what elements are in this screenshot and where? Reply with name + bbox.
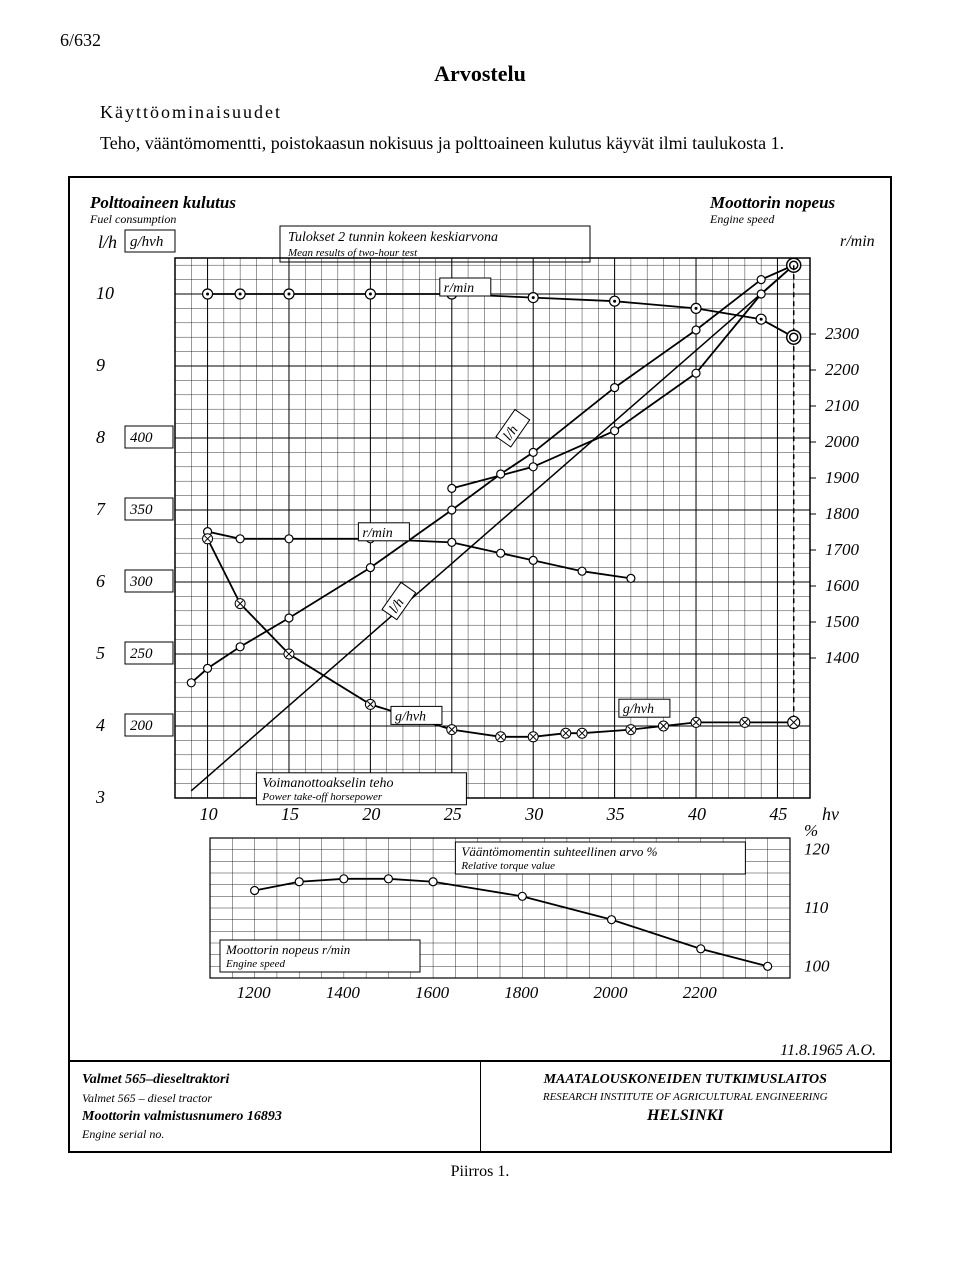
svg-text:35: 35 (606, 804, 625, 824)
svg-text:Mean results of two-hour test: Mean results of two-hour test (287, 247, 418, 259)
footer-city: HELSINKI (493, 1105, 879, 1127)
figure-caption: Piirros 1. (60, 1163, 900, 1181)
svg-text:Fuel consumption: Fuel consumption (89, 212, 176, 226)
svg-text:1200: 1200 (237, 983, 272, 1002)
svg-text:hv: hv (822, 804, 839, 824)
svg-text:20: 20 (362, 804, 380, 824)
svg-text:1900: 1900 (825, 468, 860, 487)
svg-text:25: 25 (444, 804, 462, 824)
svg-text:Tulokset 2 tunnin kokeen keski: Tulokset 2 tunnin kokeen keskiarvona (288, 230, 498, 245)
footer-institute-en: RESEARCH INSTITUTE OF AGRICULTURAL ENGIN… (493, 1090, 879, 1105)
subtitle: Käyttöominaisuudet (100, 102, 900, 123)
svg-text:Relative torque value: Relative torque value (460, 860, 555, 872)
svg-text:2200: 2200 (683, 983, 718, 1002)
svg-text:40: 40 (688, 804, 706, 824)
svg-text:2200: 2200 (825, 360, 860, 379)
svg-text:Vääntömomentin suhteellinen ar: Vääntömomentin suhteellinen arvo % (461, 844, 657, 859)
svg-text:4: 4 (96, 715, 105, 735)
svg-text:300: 300 (129, 574, 153, 590)
svg-text:1500: 1500 (825, 612, 860, 631)
footer-tractor-fi: Valmet 565–dieseltraktori (82, 1070, 468, 1090)
svg-text:5: 5 (96, 643, 105, 663)
svg-text:Engine speed: Engine speed (709, 212, 775, 226)
svg-text:3: 3 (95, 787, 105, 807)
intro-text: Teho, vääntömomentti, poistokaasun nokis… (100, 131, 900, 156)
svg-text:15: 15 (281, 804, 299, 824)
svg-text:r/min: r/min (444, 281, 474, 296)
svg-text:1400: 1400 (825, 648, 860, 667)
svg-text:1600: 1600 (825, 576, 860, 595)
svg-text:1800: 1800 (825, 504, 860, 523)
svg-text:30: 30 (524, 804, 543, 824)
main-chart-svg: Polttoaineen kulutusFuel consumption Moot… (70, 178, 890, 1038)
svg-text:10: 10 (96, 283, 114, 303)
svg-text:9: 9 (96, 355, 105, 375)
svg-text:2100: 2100 (825, 396, 860, 415)
page-number: 6/632 (60, 30, 900, 51)
page-title: Arvostelu (60, 61, 900, 87)
svg-text:Moottorin nopeus: Moottorin nopeus (709, 193, 836, 212)
svg-text:110: 110 (804, 898, 829, 917)
chart-frame: Polttoaineen kulutusFuel consumption Moot… (68, 176, 892, 1153)
svg-text:2300: 2300 (825, 324, 860, 343)
svg-text:g/hvh: g/hvh (623, 702, 654, 717)
svg-text:r/min: r/min (362, 526, 392, 541)
svg-text:Voimanottoakselin teho: Voimanottoakselin teho (262, 776, 393, 791)
svg-text:7: 7 (96, 499, 106, 519)
svg-text:8: 8 (96, 427, 105, 447)
svg-text:2000: 2000 (594, 983, 629, 1002)
footer-serial-en: Engine serial no. (82, 1126, 468, 1143)
svg-text:1700: 1700 (825, 540, 860, 559)
svg-text:Moottorin nopeus r/min: Moottorin nopeus r/min (225, 942, 350, 957)
svg-text:r/min: r/min (840, 233, 875, 250)
svg-text:400: 400 (130, 430, 153, 446)
svg-text:350: 350 (129, 502, 153, 518)
svg-text:1800: 1800 (504, 983, 539, 1002)
svg-text:120: 120 (804, 840, 830, 859)
svg-text:2000: 2000 (825, 432, 860, 451)
svg-text:200: 200 (130, 718, 153, 734)
svg-text:g/hvh: g/hvh (130, 234, 163, 250)
svg-text:g/hvh: g/hvh (395, 710, 426, 725)
footer-box: Valmet 565–dieseltraktori Valmet 565 – d… (70, 1060, 890, 1151)
svg-text:Power take-off horsepower: Power take-off horsepower (261, 791, 382, 803)
svg-text:%: % (804, 821, 818, 840)
svg-text:250: 250 (130, 646, 153, 662)
svg-text:Polttoaineen kulutus: Polttoaineen kulutus (89, 193, 236, 212)
svg-text:l/h: l/h (98, 232, 117, 252)
svg-text:10: 10 (200, 804, 218, 824)
footer-tractor-en: Valmet 565 – diesel tractor (82, 1090, 468, 1107)
footer-serial-fi: Moottorin valmistusnumero 16893 (82, 1107, 468, 1127)
svg-text:100: 100 (804, 957, 830, 976)
svg-text:6: 6 (96, 571, 105, 591)
svg-text:Engine speed: Engine speed (225, 958, 285, 970)
chart-date: 11.8.1965 A.O. (70, 1038, 890, 1060)
svg-text:1600: 1600 (415, 983, 450, 1002)
svg-text:1400: 1400 (326, 983, 361, 1002)
svg-text:45: 45 (769, 804, 787, 824)
footer-institute-fi: MAATALOUSKONEIDEN TUTKIMUSLAITOS (493, 1070, 879, 1090)
